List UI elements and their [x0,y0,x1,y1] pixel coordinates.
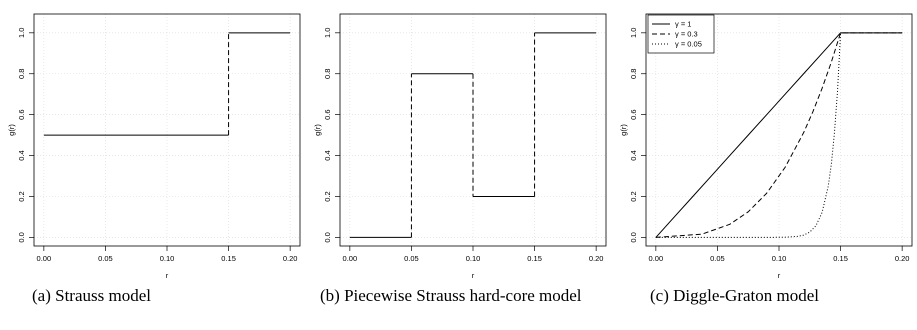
series-line-1-segment-0 [655,32,903,238]
caption-strauss: (a) Strauss model [32,286,151,305]
x-tick-label: 0.20 [589,254,604,263]
series-group [655,32,903,238]
legend-label-2: γ = 0.05 [675,40,702,49]
x-axis-title: r [166,271,169,280]
y-axis-title: g(r) [313,124,322,136]
y-tick-label: 1.0 [17,28,26,38]
y-tick-label: 0.6 [323,109,332,119]
y-axis-title: g(r) [7,124,16,136]
y-tick-label: 0.8 [323,69,332,79]
y-tick-label: 1.0 [629,28,638,38]
piecewise-strauss-chart: 0.00 0.05 0.10 0.15 0.20 0.0 0.2 0.4 0.6 0.8 1.0 r g… [313,13,607,280]
chart-panel-diggle-graton: 0.00 0.05 0.10 0.15 0.20 0.0 0.2 0.4 0.6 0.8 1.0 r g… [612,0,917,285]
series-line-0-segment-0 [655,32,903,238]
x-tick-label: 0.15 [527,254,542,263]
series-group [349,32,597,238]
x-tick-label: 0.20 [895,254,910,263]
x-tick-label: 0.15 [221,254,236,263]
x-axis-title: r [472,271,475,280]
plot-frame [33,13,301,247]
y-tick-label: 0.4 [629,150,638,160]
y-tick-label: 0.2 [17,191,26,201]
y-tick-label: 0.6 [629,109,638,119]
caption-piecewise-strauss: (b) Piecewise Strauss hard-core model [320,286,582,305]
y-tick-label: 0.0 [323,232,332,242]
strauss-chart: 0.00 0.05 0.10 0.15 0.20 0.0 0.2 0.4 0.6 0.8 1.0 r g… [7,13,301,280]
y-tick-label: 0.2 [323,191,332,201]
y-tick-label: 0.2 [629,191,638,201]
x-tick-label: 0.00 [649,254,664,263]
x-tick-label: 0.00 [343,254,358,263]
x-tick-label: 0.10 [466,254,481,263]
x-axis-title: r [778,271,781,280]
legend-label-1: γ = 0.3 [675,30,698,39]
diggle-graton-chart: 0.00 0.05 0.10 0.15 0.20 0.0 0.2 0.4 0.6 0.8 1.0 r g… [619,13,913,280]
y-tick-label: 0.4 [323,150,332,160]
y-tick-label: 0.0 [17,232,26,242]
y-tick-label: 1.0 [323,28,332,38]
x-tick-label: 0.05 [98,254,113,263]
y-tick-label: 0.8 [17,69,26,79]
y-tick-label: 0.0 [629,232,638,242]
y-axis-title: g(r) [619,124,628,136]
x-tick-label: 0.10 [160,254,175,263]
caption-diggle-graton: (c) Diggle-Graton model [650,286,819,305]
x-tick-label: 0.15 [833,254,848,263]
series-group [43,32,291,136]
chart-panel-strauss: 0.00 0.05 0.10 0.15 0.20 0.0 0.2 0.4 0.6 0.8 1.0 r g… [0,0,306,285]
y-tick-label: 0.6 [17,109,26,119]
chart-panel-piecewise-strauss: 0.00 0.05 0.10 0.15 0.20 0.0 0.2 0.4 0.6 0.8 1.0 r g… [306,0,612,285]
x-tick-label: 0.20 [283,254,298,263]
x-tick-label: 0.05 [404,254,419,263]
x-tick-label: 0.05 [710,254,725,263]
x-tick-label: 0.00 [37,254,52,263]
y-tick-label: 0.4 [17,150,26,160]
x-tick-label: 0.10 [772,254,787,263]
legend-label-0: γ = 1 [675,20,691,29]
y-tick-label: 0.8 [629,69,638,79]
legend-box [647,14,715,54]
